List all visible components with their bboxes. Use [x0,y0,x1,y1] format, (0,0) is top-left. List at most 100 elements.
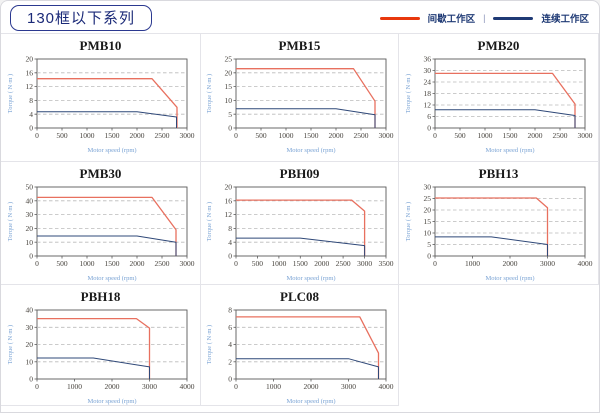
y-tick-label: 20 [224,183,232,192]
x-tick-label: 4000 [179,382,194,391]
plot-border [235,186,386,257]
chart-title-pbh18: PBH18 [80,289,121,304]
continuous-work-line [36,235,176,256]
y-tick-label: 2 [228,357,232,366]
legend-separator: | [483,13,486,23]
y-axis-label: Torque ( N·m ) [405,202,412,241]
continuous-zone-swatch [493,16,534,20]
y-tick-label: 30 [423,183,431,192]
y-tick-label: 20 [224,68,232,77]
intermittent-work-line [36,317,150,379]
chart-cell-pbh13: PBH13 0 1000 2000 3000 4000 0 5 10 15 20 25 30 Motor… [399,162,599,285]
y-tick-label: 10 [25,238,33,247]
intermittent-work-line [235,199,365,256]
y-tick-label: 0 [29,252,33,261]
y-axis-label: Torque ( N·m ) [206,74,213,113]
x-axis-label: Motor speed (rpm) [286,275,335,282]
chart-title-pmb30: PMB30 [79,166,122,181]
x-tick-label: 2500 [552,131,567,140]
x-axis-label: Motor speed (rpm) [87,275,136,282]
x-tick-label: 3000 [577,131,592,140]
y-tick-label: 20 [423,206,431,215]
y-axis-label: Torque ( N·m ) [405,74,412,113]
x-tick-label: 0 [35,131,39,140]
y-tick-label: 0 [29,124,33,133]
x-tick-label: 1500 [104,131,119,140]
chart-title-pmb20: PMB20 [477,38,520,53]
x-tick-label: 2000 [104,382,119,391]
y-tick-label: 8 [228,306,232,315]
x-tick-label: 0 [234,131,238,140]
y-tick-label: 15 [423,217,431,226]
y-tick-label: 40 [25,306,33,315]
chart-cell-pmb10: PMB10 0 500 1000 1500 2000 2500 3000 0 4 8 12 16 20 M… [1,34,201,162]
chart-cell-pmb30: PMB30 0 500 1000 1500 2000 2500 3000 0 10 20 30 40 5… [1,162,201,285]
chart-legend: 间歇工作区 | 连续工作区 [379,11,589,25]
y-tick-label: 6 [427,112,431,121]
x-tick-label: 1500 [502,131,517,140]
chart-plot: 0 500 1000 1500 2000 2500 3000 3500 0 4 8 12 16 20 Mot… [206,183,394,282]
x-tick-label: 1000 [79,131,94,140]
y-tick-label: 12 [224,210,232,219]
x-tick-label: 1000 [67,382,82,391]
continuous-work-line [36,357,150,379]
chart-title-pmb15: PMB15 [278,38,321,53]
continuous-work-line [36,111,177,128]
y-tick-label: 5 [427,240,431,249]
chart-cell-pmb20: PMB20 0 500 1000 1500 2000 2500 3000 0 6 12 18 24 30… [399,34,599,162]
x-tick-label: 1000 [465,259,480,268]
x-tick-label: 4000 [577,259,592,268]
y-tick-label: 25 [423,194,431,203]
x-tick-label: 2000 [328,131,343,140]
y-axis-label: Torque ( N·m ) [7,74,14,113]
chart-plot: 0 500 1000 1500 2000 2500 3000 0 6 12 18 24 30 36 Moto… [405,55,593,154]
chart-cell-pmb15: PMB15 0 500 1000 1500 2000 2500 3000 0 5 10 15 20 25… [201,34,399,162]
x-tick-label: 3000 [341,382,356,391]
chart-title-pbh09: PBH09 [279,166,320,181]
x-tick-label: 2000 [502,259,517,268]
series-title-badge: 130框以下系列 [10,5,153,31]
y-tick-label: 4 [228,340,232,349]
x-tick-label: 3000 [142,382,157,391]
y-tick-label: 25 [224,55,232,64]
chart-plot: 0 500 1000 1500 2000 2500 3000 0 10 20 30 40 50 Motor… [7,183,195,282]
y-tick-label: 20 [25,224,33,233]
x-tick-label: 500 [255,131,267,140]
y-tick-label: 0 [228,252,232,261]
y-tick-label: 6 [228,323,232,332]
x-tick-label: 3500 [378,259,393,268]
y-tick-label: 30 [25,210,33,219]
y-tick-label: 16 [25,68,33,77]
x-tick-label: 2500 [353,131,368,140]
x-tick-label: 1500 [292,259,307,268]
intermittent-work-line [235,68,376,128]
x-tick-label: 1500 [303,131,318,140]
chart-plot: 0 1000 2000 3000 4000 0 2 4 6 8 Motor speed (rpm) T… [206,306,394,405]
y-tick-label: 20 [25,55,33,64]
y-tick-label: 10 [224,96,232,105]
x-tick-label: 1000 [271,259,286,268]
y-axis-label: Torque ( N·m ) [7,202,14,241]
x-tick-label: 0 [234,259,238,268]
y-tick-label: 18 [423,89,431,98]
x-tick-label: 1500 [104,259,119,268]
x-tick-label: 1000 [278,131,293,140]
x-axis-label: Motor speed (rpm) [286,147,335,154]
x-tick-label: 500 [454,131,466,140]
y-tick-label: 0 [427,124,431,133]
y-tick-label: 16 [224,196,232,205]
y-tick-label: 20 [25,340,33,349]
x-tick-label: 0 [433,259,437,268]
y-tick-label: 15 [224,82,232,91]
x-axis-label: Motor speed (rpm) [87,398,136,405]
chart-plot: 0 1000 2000 3000 4000 0 10 20 30 40 Motor speed (r… [7,306,195,405]
y-axis-label: Torque ( N·m ) [206,325,213,364]
y-tick-label: 0 [228,375,232,384]
x-axis-label: Motor speed (rpm) [485,275,534,282]
x-tick-label: 2500 [335,259,350,268]
chart-canvas-pmb20: 0 500 1000 1500 2000 2500 3000 0 6 12 18 24 30 36 Moto… [401,54,597,154]
x-tick-label: 0 [35,259,39,268]
x-tick-label: 2500 [154,131,169,140]
y-tick-label: 8 [228,224,232,233]
intermittent-zone-swatch [379,16,420,20]
